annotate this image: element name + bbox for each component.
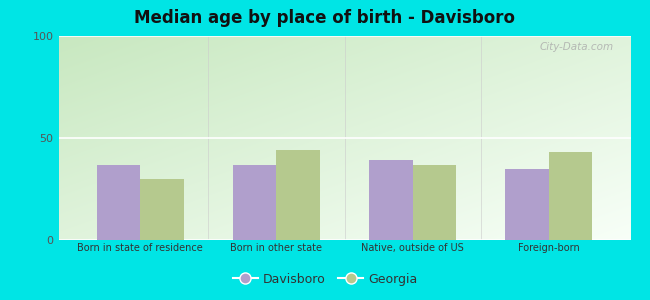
Text: Median age by place of birth - Davisboro: Median age by place of birth - Davisboro	[135, 9, 515, 27]
Legend: Davisboro, Georgia: Davisboro, Georgia	[227, 268, 422, 291]
Bar	[233, 164, 276, 240]
Bar	[97, 164, 140, 240]
Bar	[505, 169, 549, 240]
Bar	[369, 160, 413, 240]
Text: City-Data.com: City-Data.com	[540, 42, 614, 52]
Bar	[413, 164, 456, 240]
Bar	[549, 152, 592, 240]
Bar	[140, 179, 184, 240]
Bar	[276, 150, 320, 240]
